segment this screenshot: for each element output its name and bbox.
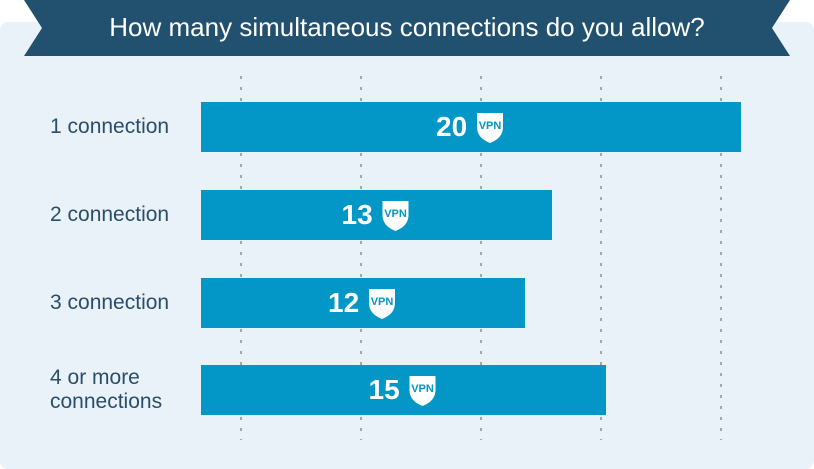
value-label: 12 (328, 287, 360, 318)
value-label: 15 (368, 374, 400, 405)
bar (201, 278, 525, 328)
vpn-icon-text: VPN (371, 296, 394, 308)
value-label: 13 (341, 199, 373, 230)
shield-vpn-icon: VPN (382, 201, 409, 231)
value-label: 20 (436, 111, 468, 142)
category-label: 3 connection (50, 291, 170, 314)
category-label: 1 connection (50, 115, 170, 138)
title-banner (24, 0, 790, 56)
bar (201, 365, 606, 415)
shield-vpn-icon: VPN (409, 376, 436, 406)
bar (201, 102, 741, 152)
vpn-icon-text: VPN (479, 120, 502, 132)
shield-vpn-icon: VPN (369, 289, 395, 319)
shield-vpn-icon: VPN (477, 113, 503, 143)
vpn-icon-text: VPN (411, 383, 434, 395)
category-label: 4 or more connections (50, 366, 163, 413)
chart-title: How many simultaneous connections do you… (109, 12, 705, 42)
bar (201, 190, 552, 240)
banner-ribbon (24, 0, 790, 56)
vpn-icon-text: VPN (384, 208, 407, 220)
category-label: 2 connection (50, 203, 170, 226)
